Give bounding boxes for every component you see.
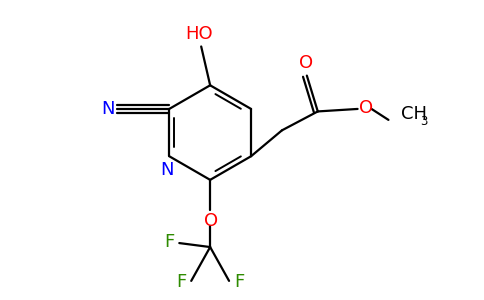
Text: O: O <box>299 54 313 72</box>
Text: N: N <box>160 161 173 179</box>
Text: HO: HO <box>185 25 212 43</box>
Text: O: O <box>360 99 374 117</box>
Text: O: O <box>204 212 218 230</box>
Text: F: F <box>164 233 174 251</box>
Text: 3: 3 <box>421 115 428 128</box>
Text: F: F <box>176 273 186 291</box>
Text: F: F <box>234 273 244 291</box>
Text: CH: CH <box>401 105 427 123</box>
Text: N: N <box>101 100 115 118</box>
